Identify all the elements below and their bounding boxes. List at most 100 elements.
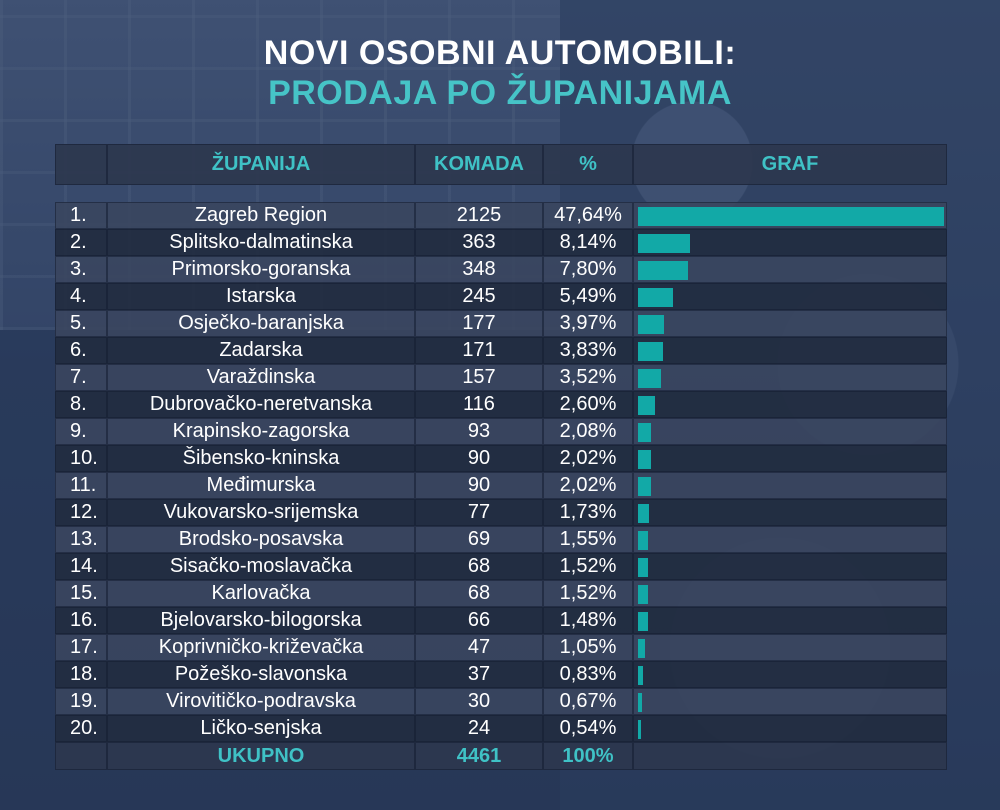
bar-mark [638,666,644,685]
table-row: 3. Primorsko-goranska 348 7,80% [55,256,947,283]
bar-mark [638,342,663,361]
row-rank: 7. [55,364,107,391]
row-rank: 5. [55,310,107,337]
row-percent: 2,02% [543,445,633,472]
header-graph: GRAF [633,144,947,185]
total-label: UKUPNO [107,742,415,770]
total-rank [55,742,107,770]
bar-mark [638,477,651,496]
row-county: Istarska [107,283,415,310]
row-count: 363 [415,229,543,256]
row-count: 171 [415,337,543,364]
row-rank: 1. [55,202,107,229]
table-row: 19. Virovitičko-podravska 30 0,67% [55,688,947,715]
header-count: KOMADA [415,144,543,185]
table-row: 18. Požeško-slavonska 37 0,83% [55,661,947,688]
row-percent: 1,48% [543,607,633,634]
bar-mark [638,720,642,739]
row-percent: 1,73% [543,499,633,526]
row-percent: 0,83% [543,661,633,688]
total-percent: 100% [543,742,633,770]
bar-mark [638,288,674,307]
row-rank: 12. [55,499,107,526]
row-county: Krapinsko-zagorska [107,418,415,445]
row-graph [633,472,947,499]
row-count: 30 [415,688,543,715]
row-county: Dubrovačko-neretvanska [107,391,415,418]
row-rank: 19. [55,688,107,715]
bar-mark [638,450,651,469]
row-rank: 4. [55,283,107,310]
row-county: Koprivničko-križevačka [107,634,415,661]
row-graph [633,364,947,391]
row-county: Požeško-slavonska [107,661,415,688]
table-row: 10. Šibensko-kninska 90 2,02% [55,445,947,472]
row-county: Karlovačka [107,580,415,607]
table-row: 16. Bjelovarsko-bilogorska 66 1,48% [55,607,947,634]
table-row: 4. Istarska 245 5,49% [55,283,947,310]
row-graph [633,418,947,445]
row-rank: 18. [55,661,107,688]
row-graph [633,337,947,364]
row-percent: 3,52% [543,364,633,391]
row-rank: 15. [55,580,107,607]
bar-mark [638,693,643,712]
table-row: 17. Koprivničko-križevačka 47 1,05% [55,634,947,661]
row-count: 348 [415,256,543,283]
row-count: 69 [415,526,543,553]
table-header-wrap: ŽUPANIJA KOMADA % GRAF [55,144,947,185]
row-count: 116 [415,391,543,418]
total-graph [633,742,947,770]
row-county: Varaždinska [107,364,415,391]
row-percent: 2,02% [543,472,633,499]
row-count: 90 [415,445,543,472]
total-count: 4461 [415,742,543,770]
row-graph [633,688,947,715]
row-count: 2125 [415,202,543,229]
table-row: 12. Vukovarsko-srijemska 77 1,73% [55,499,947,526]
row-percent: 3,83% [543,337,633,364]
row-county: Virovitičko-podravska [107,688,415,715]
table-row: 8. Dubrovačko-neretvanska 116 2,60% [55,391,947,418]
row-percent: 0,54% [543,715,633,742]
row-rank: 11. [55,472,107,499]
row-graph [633,526,947,553]
title-line-2: PRODAJA PO ŽUPANIJAMA [268,74,732,112]
bar-mark [638,396,655,415]
row-count: 24 [415,715,543,742]
row-rank: 2. [55,229,107,256]
row-percent: 1,55% [543,526,633,553]
table-row: 7. Varaždinska 157 3,52% [55,364,947,391]
row-graph [633,553,947,580]
row-county: Sisačko-moslavačka [107,553,415,580]
row-count: 157 [415,364,543,391]
row-percent: 2,60% [543,391,633,418]
row-percent: 3,97% [543,310,633,337]
row-percent: 47,64% [543,202,633,229]
row-graph [633,445,947,472]
row-rank: 3. [55,256,107,283]
row-graph [633,391,947,418]
bar-mark [638,234,691,253]
bar-mark [638,315,664,334]
row-count: 66 [415,607,543,634]
row-rank: 6. [55,337,107,364]
header-county: ŽUPANIJA [107,144,415,185]
row-percent: 0,67% [543,688,633,715]
bar-mark [638,585,648,604]
row-county: Brodsko-posavska [107,526,415,553]
row-county: Zadarska [107,337,415,364]
row-county: Ličko-senjska [107,715,415,742]
row-percent: 8,14% [543,229,633,256]
bar-mark [638,504,650,523]
row-graph [633,499,947,526]
row-count: 90 [415,472,543,499]
row-count: 37 [415,661,543,688]
table-header: ŽUPANIJA KOMADA % GRAF [55,144,947,185]
row-rank: 16. [55,607,107,634]
row-count: 245 [415,283,543,310]
row-count: 68 [415,580,543,607]
row-graph [633,256,947,283]
bar-mark [638,531,648,550]
bar-mark [638,558,648,577]
